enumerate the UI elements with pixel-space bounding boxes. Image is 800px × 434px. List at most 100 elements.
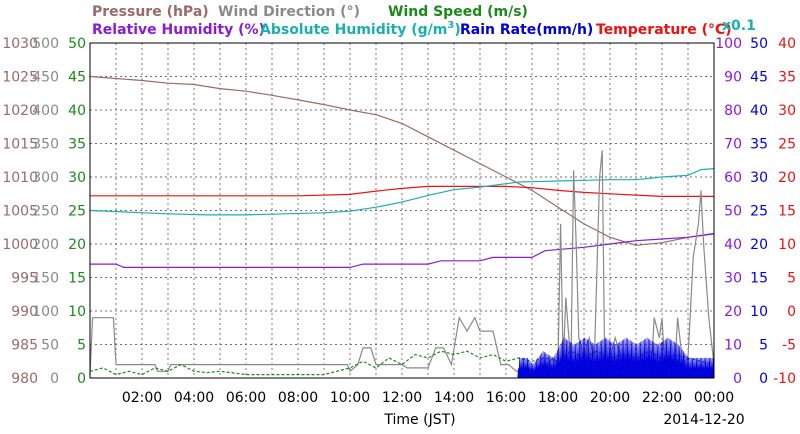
tick-temperature: 20 <box>778 170 796 186</box>
tick-rain: 20 <box>750 237 768 253</box>
tick-humidity: 30 <box>724 271 742 287</box>
series-temperature <box>90 185 714 197</box>
tick-temperature: 40 <box>778 36 796 52</box>
tick-wind-direction: 50 <box>41 338 59 354</box>
plot-series <box>89 75 715 379</box>
tick-wind-speed: 35 <box>68 137 86 153</box>
tick-wind-speed: 40 <box>68 103 86 119</box>
tick-wind-direction: 300 <box>32 170 59 186</box>
tick-x: 00:00 <box>694 390 734 406</box>
tick-rain: 40 <box>750 103 768 119</box>
tick-x: 02:00 <box>122 390 162 406</box>
tick-pressure: 985 <box>11 338 38 354</box>
tick-wind-direction: 200 <box>32 237 59 253</box>
tick-pressure: 990 <box>11 304 38 320</box>
legend-abs-multiplier: x0.1 <box>722 18 756 34</box>
tick-temperature: 25 <box>778 137 796 153</box>
series-rain-rate <box>516 337 715 379</box>
tick-x: 18:00 <box>538 390 578 406</box>
tick-humidity: 70 <box>724 137 742 153</box>
legend-relative-humidity: Relative Humidity (%) <box>92 22 265 38</box>
tick-pressure: 1025 <box>2 70 38 86</box>
tick-wind-direction: 0 <box>50 371 59 387</box>
tick-x: 22:00 <box>642 390 682 406</box>
tick-wind-direction: 250 <box>32 204 59 220</box>
tick-pressure: 1020 <box>2 103 38 119</box>
tick-rain: 10 <box>750 304 768 320</box>
tick-pressure: 1015 <box>2 137 38 153</box>
series-pressure <box>89 75 715 246</box>
tick-x: 06:00 <box>226 390 266 406</box>
tick-wind-direction: 150 <box>32 271 59 287</box>
tick-humidity: 50 <box>724 204 742 220</box>
tick-rain: 30 <box>750 170 768 186</box>
tick-humidity: 10 <box>724 338 742 354</box>
series-wind-speed <box>89 350 715 376</box>
tick-humidity: 0 <box>733 371 742 387</box>
tick-rain: 45 <box>750 70 768 86</box>
tick-x: 10:00 <box>330 390 370 406</box>
tick-rain: 50 <box>750 36 768 52</box>
legend-wind-speed: Wind Speed (m/s) <box>388 4 528 20</box>
chart-date: 2014-12-20 <box>663 412 744 428</box>
tick-wind-speed: 15 <box>68 271 86 287</box>
legend-wind-direction: Wind Direction (°) <box>218 4 360 20</box>
tick-pressure: 1000 <box>2 237 38 253</box>
tick-x: 12:00 <box>382 390 422 406</box>
tick-temperature: -10 <box>773 371 796 387</box>
tick-pressure: 1010 <box>2 170 38 186</box>
tick-temperature: 15 <box>778 204 796 220</box>
tick-pressure: 995 <box>11 271 38 287</box>
rain-area <box>516 337 715 379</box>
tick-wind-speed: 25 <box>68 204 86 220</box>
tick-temperature: 30 <box>778 103 796 119</box>
tick-temperature: 5 <box>787 271 796 287</box>
tick-wind-direction: 400 <box>32 103 59 119</box>
tick-temperature: 35 <box>778 70 796 86</box>
tick-humidity: 90 <box>724 70 742 86</box>
tick-rain: 35 <box>750 137 768 153</box>
tick-pressure: 980 <box>11 371 38 387</box>
plot-grid <box>90 43 714 378</box>
tick-humidity: 20 <box>724 304 742 320</box>
x-axis-ticks: 02:00 04:00 06:00 08:00 10:00 12:00 14:00 16:00… <box>122 390 734 406</box>
series-humidity <box>90 233 715 268</box>
legend-temperature: Temperature (°C) <box>596 22 732 38</box>
tick-wind-speed: 45 <box>68 70 86 86</box>
tick-pressure: 1005 <box>2 204 38 220</box>
tick-pressure: 1030 <box>2 36 38 52</box>
tick-x: 16:00 <box>486 390 526 406</box>
x-axis-label: Time (JST) <box>383 412 455 428</box>
series-humidity-absolute <box>89 168 715 216</box>
tick-x: 20:00 <box>590 390 630 406</box>
tick-temperature: -5 <box>782 338 796 354</box>
tick-wind-speed: 5 <box>77 338 86 354</box>
legend-pressure: Pressure (hPa) <box>92 4 209 20</box>
tick-wind-direction: 350 <box>32 137 59 153</box>
tick-temperature: 0 <box>787 304 796 320</box>
tick-wind-speed: 50 <box>68 36 86 52</box>
plot-frame <box>89 42 715 379</box>
tick-rain: 5 <box>759 338 768 354</box>
tick-x: 14:00 <box>434 390 474 406</box>
tick-humidity: 40 <box>724 237 742 253</box>
tick-wind-direction: 450 <box>32 70 59 86</box>
tick-wind-direction: 100 <box>32 304 59 320</box>
tick-humidity: 80 <box>724 103 742 119</box>
tick-rain: 25 <box>750 204 768 220</box>
legend-rain-rate: Rain Rate(mm/h) <box>460 22 593 38</box>
tick-wind-speed: 30 <box>68 170 86 186</box>
tick-rain: 15 <box>750 271 768 287</box>
y-axis-ticks: 1030102510201015101010051000995990985980… <box>2 36 796 387</box>
tick-humidity: 60 <box>724 170 742 186</box>
tick-humidity: 100 <box>715 36 742 52</box>
tick-x: 08:00 <box>278 390 318 406</box>
tick-wind-speed: 0 <box>77 371 86 387</box>
tick-wind-direction: 500 <box>32 36 59 52</box>
tick-x: 04:00 <box>174 390 214 406</box>
legend-absolute-humidity: Absolute Humidity (g/m3) <box>260 20 461 38</box>
tick-rain: 0 <box>759 371 768 387</box>
tick-wind-speed: 20 <box>68 237 86 253</box>
tick-wind-speed: 10 <box>68 304 86 320</box>
